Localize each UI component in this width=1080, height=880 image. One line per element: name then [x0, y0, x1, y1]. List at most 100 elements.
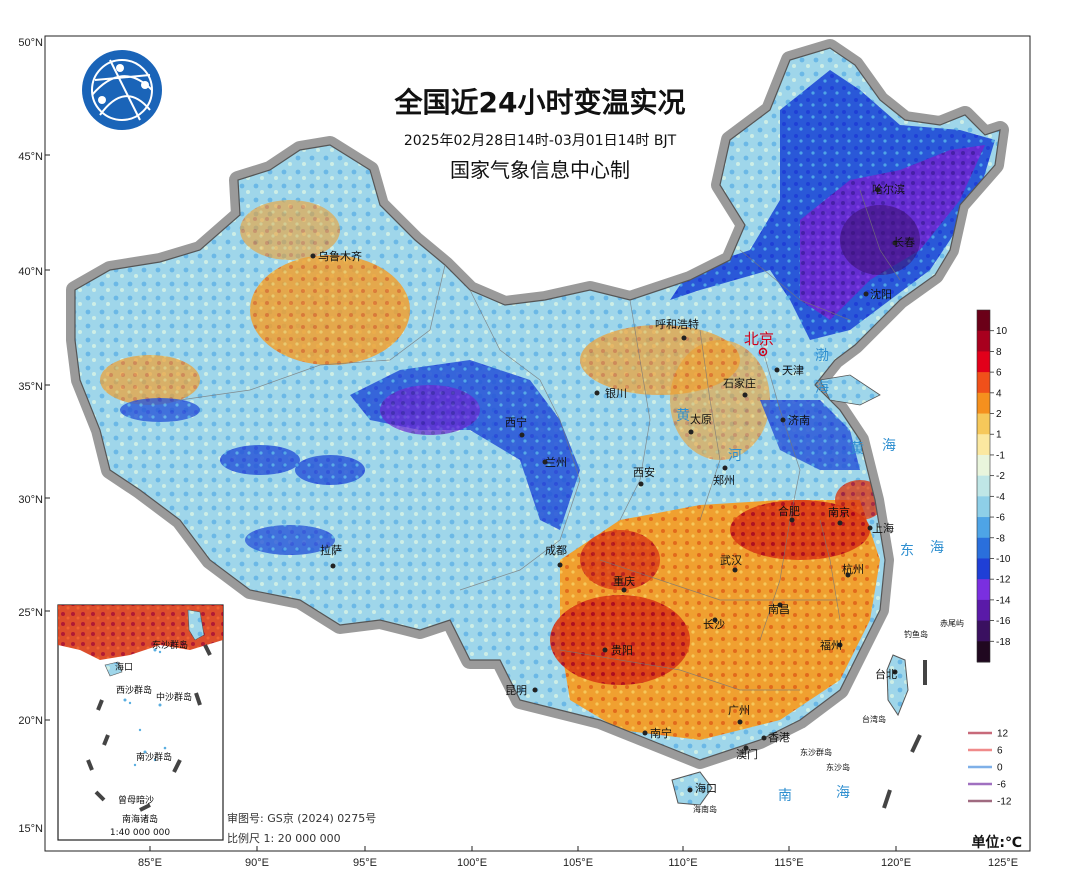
sea-labels: 渤 海 黄 海 东 海 南 海 黄 河 [676, 348, 944, 804]
city-lanzhou: 兰州 [545, 456, 567, 469]
city-macau: 澳门 [736, 747, 758, 761]
city-zhengzhou: 郑州 [713, 473, 735, 487]
legend-tick-label: -8 [996, 533, 1005, 544]
lon-label-110: 110°E [668, 857, 697, 869]
cma-logo [82, 50, 162, 130]
legend-swatch [977, 310, 990, 332]
longitude-labels: 85°E 90°E 95°E 100°E 105°E 110°E 115°E 1… [138, 857, 1018, 869]
city-xian: 西安 [633, 465, 655, 479]
lon-label-90: 90°E [245, 857, 269, 869]
legend-swatch [977, 392, 990, 415]
inset-title: 南海诸岛 [122, 813, 158, 825]
lon-label-85: 85°E [138, 857, 162, 869]
lon-label-95: 95°E [353, 857, 377, 869]
city-chongqing: 重庆 [613, 574, 635, 588]
city-harbin: 哈尔滨 [872, 182, 905, 196]
legend-swatch [977, 351, 990, 373]
lat-label-15: 15°N [18, 823, 43, 835]
sea-bohai-1: 渤 [815, 348, 829, 364]
contour-legend-label: -12 [997, 797, 1012, 808]
contour-legend-label: 6 [997, 746, 1003, 757]
lat-label-40: 40°N [18, 266, 43, 278]
legend-tick-label: 2 [996, 409, 1002, 420]
city-labels: 乌鲁木齐 哈尔滨 长春 沈阳 呼和浩特 天津 石家庄 银川 太原 济南 西宁 兰… [310, 182, 915, 795]
legend-swatch [977, 496, 990, 518]
legend-swatch [977, 475, 990, 497]
lat-label-35: 35°N [18, 381, 43, 393]
map-maker: 国家气象信息中心制 [450, 158, 630, 182]
lat-label-45: 45°N [18, 151, 43, 163]
legend-tick-label: -10 [996, 554, 1011, 565]
legend-swatch [977, 454, 990, 477]
legend-tick-label: 10 [996, 326, 1008, 337]
city-nanchang: 南昌 [768, 603, 790, 616]
city-taiyuan: 太原 [690, 413, 712, 426]
taiwan-island [886, 654, 909, 717]
legend-swatch [977, 558, 990, 580]
legend-swatch [977, 599, 990, 622]
island-dongsha-group: 东沙群岛 [800, 747, 832, 757]
city-changchun: 长春 [893, 236, 915, 249]
latitude-labels: 50°N 45°N 40°N 35°N 30°N 25°N 20°N 15°N [18, 37, 43, 835]
lat-label-20: 20°N [18, 715, 43, 727]
city-chengdu: 成都 [545, 544, 567, 557]
legend-tick-label: -4 [996, 492, 1005, 503]
province-lines [179, 189, 901, 691]
legend-frame [976, 309, 991, 663]
color-legend: 10 8 6 4 2 1 -1 -2 -4 -6 -8 -10 -12 -14 -16 -18 [976, 309, 1011, 663]
legend-swatch [977, 537, 990, 559]
legend-tick-label: 8 [996, 347, 1002, 358]
legend-swatch [977, 517, 990, 539]
inset-label-zengmu: 曾母暗沙 [118, 794, 154, 806]
shandong-peninsula [819, 374, 881, 406]
city-urumqi: 乌鲁木齐 [318, 249, 362, 263]
city-fuzhou: 福州 [820, 638, 842, 652]
island-taiwan: 台湾岛 [862, 714, 886, 724]
legend-swatch [977, 413, 990, 435]
city-beijing: 北京 [744, 330, 774, 348]
boundary-dashes [882, 660, 927, 809]
city-changsha: 长沙 [703, 618, 725, 631]
legend-swatch [977, 579, 990, 601]
city-wuhan: 武汉 [720, 554, 742, 567]
legend-tick-label: -14 [996, 595, 1011, 606]
legend-swatch [977, 330, 990, 352]
lat-label-25: 25°N [18, 607, 43, 619]
lon-label-125: 125°E [988, 857, 1018, 869]
legend-tick-label: -1 [996, 450, 1005, 461]
lon-label-105: 105°E [563, 857, 593, 869]
lon-label-100: 100°E [457, 857, 487, 869]
island-chiwei: 赤尾屿 [940, 619, 964, 628]
lon-label-115: 115°E [774, 857, 803, 869]
unit-label: 单位:℃ [971, 834, 1022, 851]
inset-label-xisha: 西沙群岛 [116, 684, 152, 696]
legend-tick-label: -16 [996, 616, 1011, 627]
city-kunming: 昆明 [505, 684, 527, 697]
inset-scale: 1:40 000 000 [110, 828, 171, 838]
legend-tick-label: -12 [996, 575, 1011, 586]
city-hangzhou: 杭州 [842, 562, 864, 576]
legend-tick-label: -6 [996, 513, 1005, 524]
sea-bohai-2: 海 [815, 380, 829, 396]
legend-swatch [977, 434, 990, 456]
sea-south-2: 海 [836, 785, 850, 801]
island-dongsha: 东沙岛 [826, 762, 850, 772]
contour-legend-label: 12 [997, 729, 1009, 740]
legend-tick-label: 6 [996, 368, 1002, 379]
inset-label-zhongsha: 中沙群岛 [156, 691, 192, 703]
contour-legend-label: -6 [997, 780, 1006, 791]
sea-east-1: 东 [900, 543, 914, 559]
sea-east-2: 海 [930, 540, 944, 556]
approval-number: 审图号: GS京 (2024) 0275号 [227, 811, 376, 825]
city-xining: 西宁 [505, 415, 527, 429]
city-hongkong: 香港 [768, 731, 790, 744]
sea-yellow-2: 海 [882, 438, 896, 454]
city-taipei: 台北 [875, 667, 897, 681]
axis-ticks [45, 154, 897, 851]
city-shenyang: 沈阳 [870, 287, 892, 301]
city-hefei: 合肥 [778, 504, 800, 518]
river-huang: 黄 [676, 407, 690, 424]
sea-south-1: 南 [778, 788, 792, 804]
city-guiyang: 贵阳 [611, 644, 633, 657]
south-sea-inset: 东沙群岛 西沙群岛 中沙群岛 南沙群岛 曾母暗沙 海口 南海诸岛 1:40 00… [57, 604, 224, 841]
